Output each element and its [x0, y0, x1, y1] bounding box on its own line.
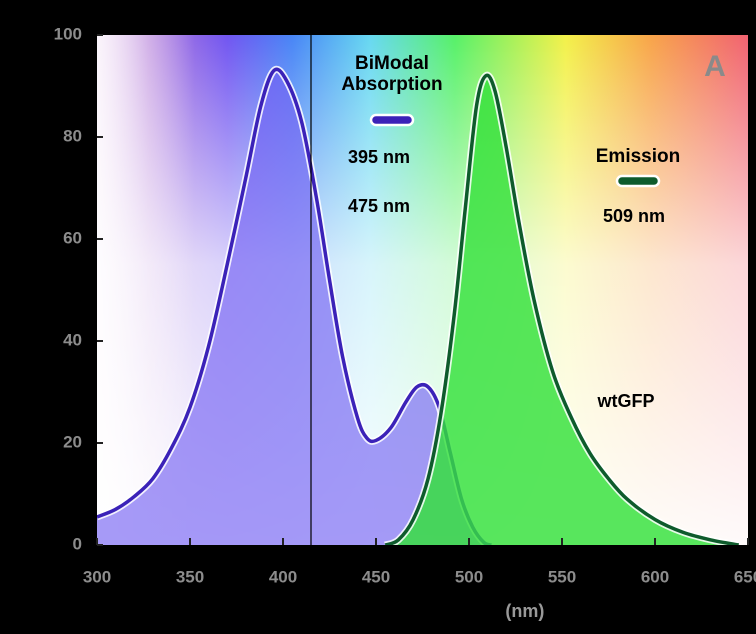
y-tick-label: 0 [73, 534, 82, 553]
x-axis-title-text: Wavelength [400, 601, 500, 621]
x-tick-label: 550 [548, 567, 576, 586]
line [384, 73, 740, 547]
annotation: wtGFP [597, 391, 655, 411]
peak-label: 509 nm [603, 206, 665, 226]
legend-swatch [615, 174, 661, 188]
y-tick-label: 40 [63, 330, 82, 349]
legend-swatch [369, 113, 415, 127]
panel-label: A [704, 50, 726, 83]
y-axis [92, 33, 97, 549]
y-tick-label: 20 [63, 432, 82, 451]
y-axis-title: Normalized Absorption [22, 189, 42, 386]
x-tick-label: 450 [362, 567, 390, 586]
y-tick-label: 80 [63, 126, 82, 145]
peak-label: 395 nm [348, 147, 410, 167]
legend-label: BiModal Absorption [341, 53, 443, 95]
area [385, 75, 739, 545]
x-tick-label: 500 [455, 567, 483, 586]
y-tick-label: 100 [54, 24, 82, 43]
y-tick-label: 60 [63, 228, 82, 247]
x-axis [92, 545, 750, 550]
legend-label: Emission [595, 146, 681, 167]
x-tick-label: 400 [269, 567, 297, 586]
x-tick-label: 350 [176, 567, 204, 586]
x-tick-label: 600 [641, 567, 669, 586]
x-tick-label: 650 [734, 567, 756, 586]
x-axis-unit: (nm) [505, 601, 544, 621]
x-tick-label: 300 [83, 567, 111, 586]
x-axis-title: Wavelength (nm) [400, 601, 544, 621]
peak-label: 475 nm [348, 196, 410, 216]
